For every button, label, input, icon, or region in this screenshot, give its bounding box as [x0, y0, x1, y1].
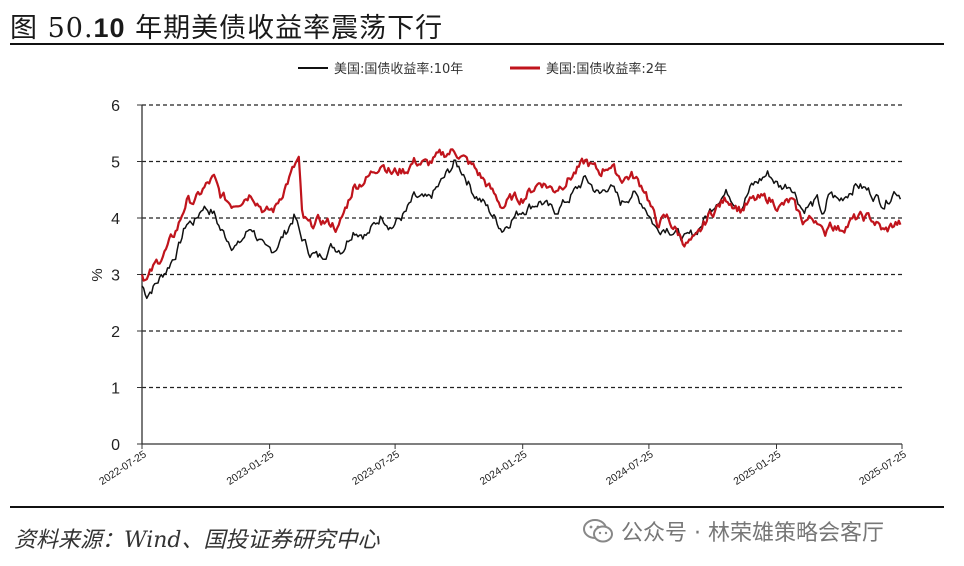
watermark: 公众号 · 林荣雄策略会客厅 [583, 515, 884, 547]
footer-divider [10, 506, 944, 508]
y-tick-label-1: 1 [111, 381, 120, 398]
title-text: 年期美债收益率震荡下行 [125, 13, 444, 44]
y-tick-label-0: 0 [111, 437, 120, 454]
y-tick-label-2: 2 [111, 324, 120, 341]
watermark-text: 公众号 · 林荣雄策略会客厅 [621, 521, 884, 546]
title-number: 10 [93, 13, 126, 43]
x-tick-label-6: 2025-07-25 [857, 448, 909, 487]
page-title: 图 50.10 年期美债收益率震荡下行 [10, 6, 443, 45]
y-tick-label-3: 3 [111, 268, 120, 285]
legend-label-0: 美国:国债收益率:10年 [334, 61, 463, 77]
title-prefix: 图 50. [10, 13, 94, 44]
y-tick-label-4: 4 [111, 211, 120, 228]
yield-chart: 美国:国债收益率:10年 美国:国债收益率:2年 0 1 2 3 4 5 6 2022-07-… [89, 61, 909, 488]
x-tick-label-1: 2023-01-25 [225, 448, 277, 487]
chart-grid [142, 104, 902, 389]
wechat-icon [583, 519, 613, 543]
title-divider [10, 43, 944, 45]
chart-series [140, 148, 902, 300]
y-tick-label-5: 5 [111, 155, 120, 172]
x-axis-ticks: 2022-07-25 2023-01-25 2023-07-25 2024-01-25… [97, 444, 909, 488]
source-note: 资料来源：Wind、国投证券研究中心 [14, 528, 380, 553]
series-line-2y [140, 148, 902, 282]
x-tick-label-2: 2023-07-25 [350, 448, 402, 487]
chart-legend: 美国:国债收益率:10年 美国:国债收益率:2年 [298, 61, 667, 77]
series-line-10y [141, 159, 902, 300]
y-axis-label: % [89, 268, 106, 281]
x-tick-label-3: 2024-01-25 [478, 448, 530, 487]
x-tick-label-0: 2022-07-25 [97, 448, 149, 487]
y-axis-ticks: 0 1 2 3 4 5 6 [111, 98, 142, 454]
legend-label-1: 美国:国债收益率:2年 [546, 61, 667, 77]
y-tick-label-6: 6 [111, 98, 120, 115]
x-tick-label-4: 2024-07-25 [604, 448, 656, 487]
x-tick-label-5: 2025-01-25 [732, 448, 784, 487]
